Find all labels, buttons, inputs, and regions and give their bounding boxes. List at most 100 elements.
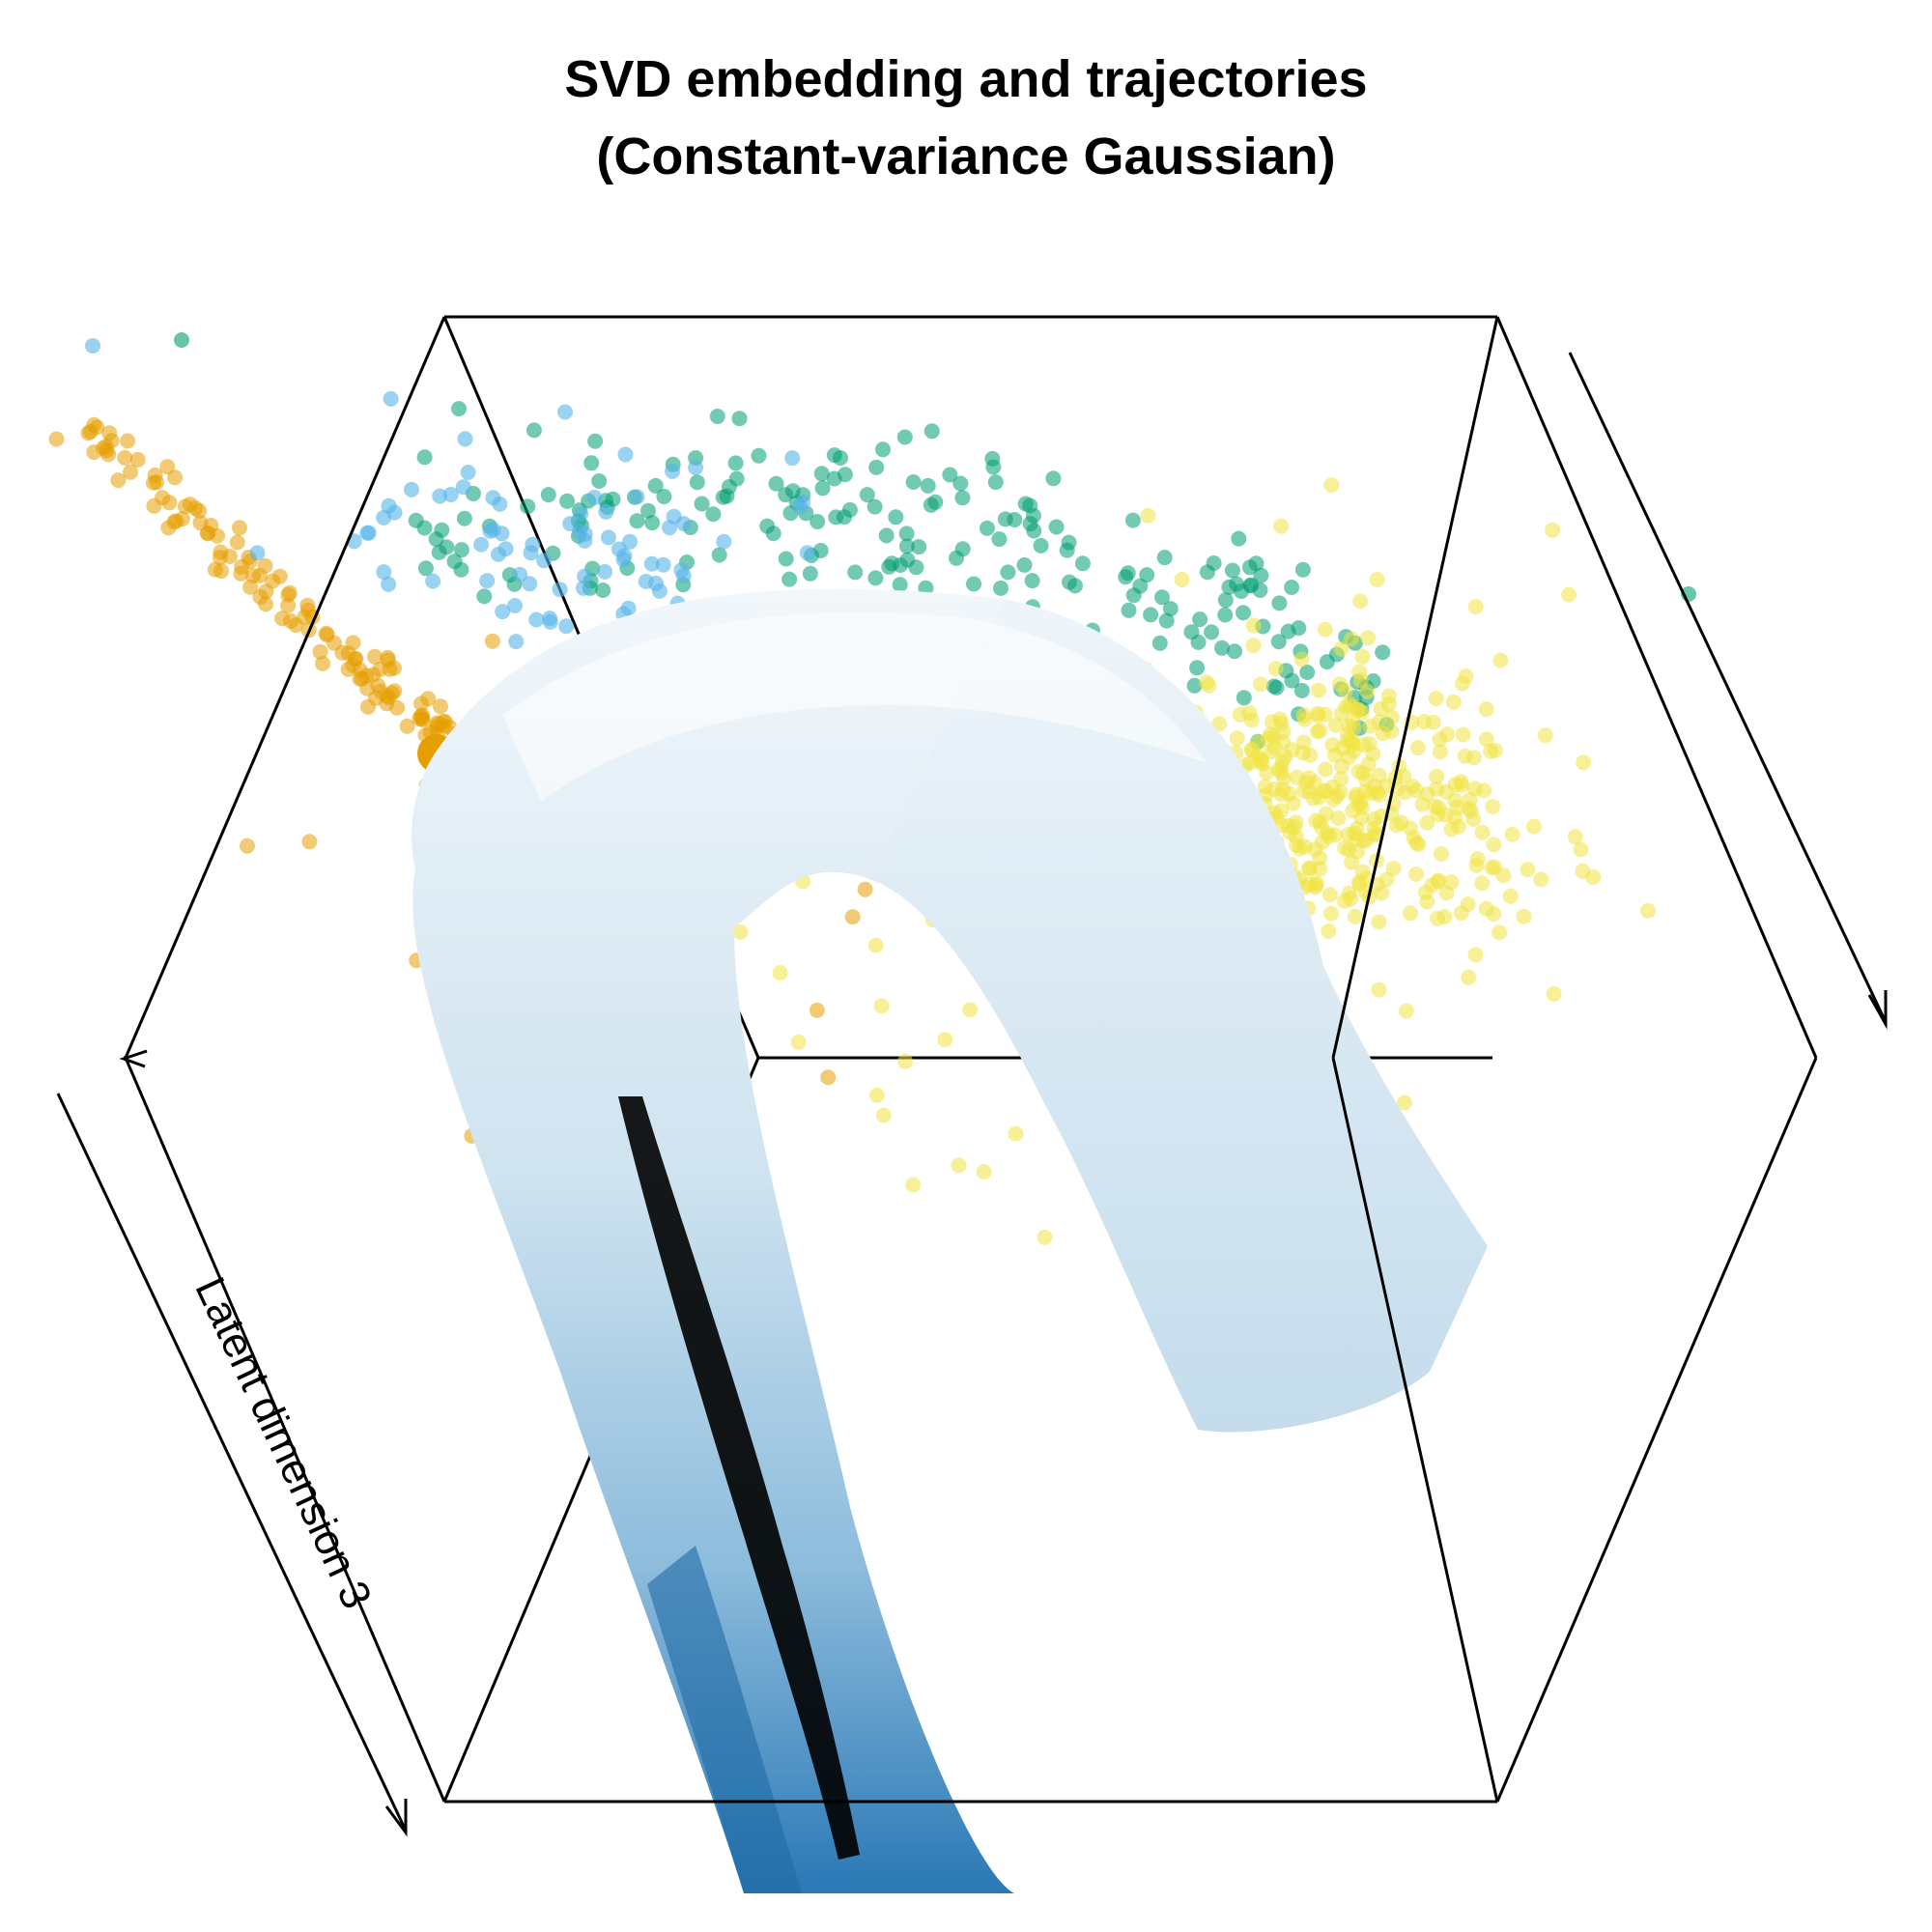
scatter-point-yellow: [1275, 781, 1292, 798]
scatter-point-yellow: [1327, 827, 1343, 843]
scatter-point-yellow: [1333, 640, 1350, 657]
scatter-point-yellow: [1476, 782, 1492, 799]
scatter-point-green: [952, 475, 969, 492]
scatter-point-green: [1162, 601, 1179, 617]
scatter-point-green: [942, 467, 958, 483]
scatter-point-sky: [460, 465, 476, 480]
scatter-point-orange: [359, 680, 376, 696]
scatter-point-yellow: [1311, 682, 1326, 698]
scatter-point-yellow: [1344, 631, 1359, 647]
scatter-point-yellow: [1312, 850, 1328, 867]
scatter-point-sky: [495, 604, 511, 620]
scatter-point-green: [833, 450, 848, 466]
scatter-point-green: [991, 531, 1008, 548]
scatter-point-orange: [240, 838, 255, 854]
scatter-point-yellow: [1232, 706, 1248, 723]
scatter-point-green: [727, 455, 744, 471]
scatter-point-green: [859, 487, 875, 503]
scatter-point-green: [559, 493, 576, 509]
scatter-point-sky: [455, 479, 471, 496]
scatter-point-green: [1158, 612, 1175, 629]
scatter-point-sky: [552, 582, 568, 598]
scatter-point-green: [711, 547, 727, 563]
scatter-point-green: [1242, 578, 1259, 594]
scatter-point-green: [1059, 542, 1075, 558]
box-edge: [124, 316, 446, 1059]
scatter-point-green: [828, 509, 844, 526]
scatter-point-yellow: [1352, 593, 1369, 610]
scatter-point-yellow: [1461, 800, 1477, 816]
scatter-point-green: [1124, 512, 1141, 528]
scatter-point-sky: [620, 600, 637, 616]
scatter-point-green: [1204, 624, 1220, 640]
scatter-point-yellow: [1321, 923, 1337, 939]
scatter-point-green: [984, 450, 1001, 467]
scatter-point-yellow: [1533, 871, 1549, 888]
scatter-point-orange: [258, 596, 273, 612]
scatter-point-orange: [844, 909, 861, 925]
scatter-point-sky: [675, 516, 692, 532]
scatter-point-sky: [662, 520, 677, 536]
scatter-point-green: [721, 479, 737, 495]
scatter-point-sky: [249, 545, 266, 561]
scatter-point-sky: [597, 563, 613, 580]
scatter-point-yellow: [1263, 744, 1279, 760]
scatter-point-yellow: [1245, 617, 1262, 634]
scatter-point-yellow: [1273, 518, 1290, 534]
scatter-point-yellow: [1429, 768, 1445, 784]
scatter-point-green: [431, 544, 447, 560]
scatter-point-sky: [507, 598, 523, 613]
scatter-point-orange: [301, 834, 318, 850]
scatter-point-orange: [288, 617, 304, 634]
scatter-point-sky: [576, 580, 591, 596]
scatter-point-yellow: [732, 923, 749, 940]
scatter-point-yellow: [1318, 806, 1334, 822]
scatter-point-green: [875, 441, 891, 458]
scatter-point-yellow: [1484, 860, 1500, 876]
scatter-point-yellow: [1403, 905, 1418, 922]
scatter-point-sky: [381, 576, 397, 592]
box-edge: [1331, 1057, 1499, 1803]
scatter-point-yellow: [1311, 789, 1327, 806]
scatter-point-sky: [558, 618, 575, 635]
scatter-point-yellow: [1337, 893, 1352, 909]
scatter-point-yellow: [1333, 771, 1350, 787]
scatter-point-green: [434, 522, 450, 538]
scatter-point-orange: [160, 520, 177, 536]
scatter-point-yellow: [1360, 630, 1377, 646]
scatter-point-green: [987, 474, 1004, 491]
scatter-point-orange: [380, 652, 396, 668]
scatter-point-orange: [48, 431, 65, 447]
axis-arrowhead: [119, 1049, 148, 1068]
scatter-point-yellow: [1432, 731, 1448, 748]
scatter-point-yellow: [1485, 799, 1501, 814]
scatter-point-green: [923, 423, 940, 440]
scatter-point-sky: [629, 489, 645, 505]
scatter-point-yellow: [1486, 837, 1502, 853]
scatter-point-yellow: [1321, 887, 1338, 903]
axis-arrow-right: [1568, 352, 1888, 1023]
scatter-point-sky: [482, 523, 498, 539]
scatter-point-orange: [399, 718, 415, 734]
scatter-point-yellow: [937, 1032, 953, 1048]
scatter-point-yellow: [1388, 817, 1405, 834]
scatter-point-green: [954, 490, 971, 506]
scatter-point-yellow: [1295, 734, 1312, 751]
box-edge: [1495, 1057, 1818, 1803]
scatter-point-green: [1074, 555, 1091, 572]
scatter-point-orange: [420, 691, 437, 707]
scatter-point-yellow: [1366, 820, 1382, 837]
scatter-point-yellow: [1323, 477, 1340, 494]
scatter-point-sky: [622, 533, 638, 550]
scatter-point-sky: [598, 504, 614, 520]
scatter-point-sky: [457, 431, 473, 447]
scatter-point-sky: [508, 634, 525, 650]
scatter-point-yellow: [1495, 867, 1512, 884]
scatter-point-sky: [425, 573, 441, 589]
scatter-point-yellow: [1037, 1229, 1053, 1245]
scatter-point-yellow: [1275, 724, 1292, 740]
scatter-point-orange: [155, 490, 171, 506]
scatter-point-orange: [232, 520, 247, 536]
scatter-point-orange: [280, 597, 297, 613]
